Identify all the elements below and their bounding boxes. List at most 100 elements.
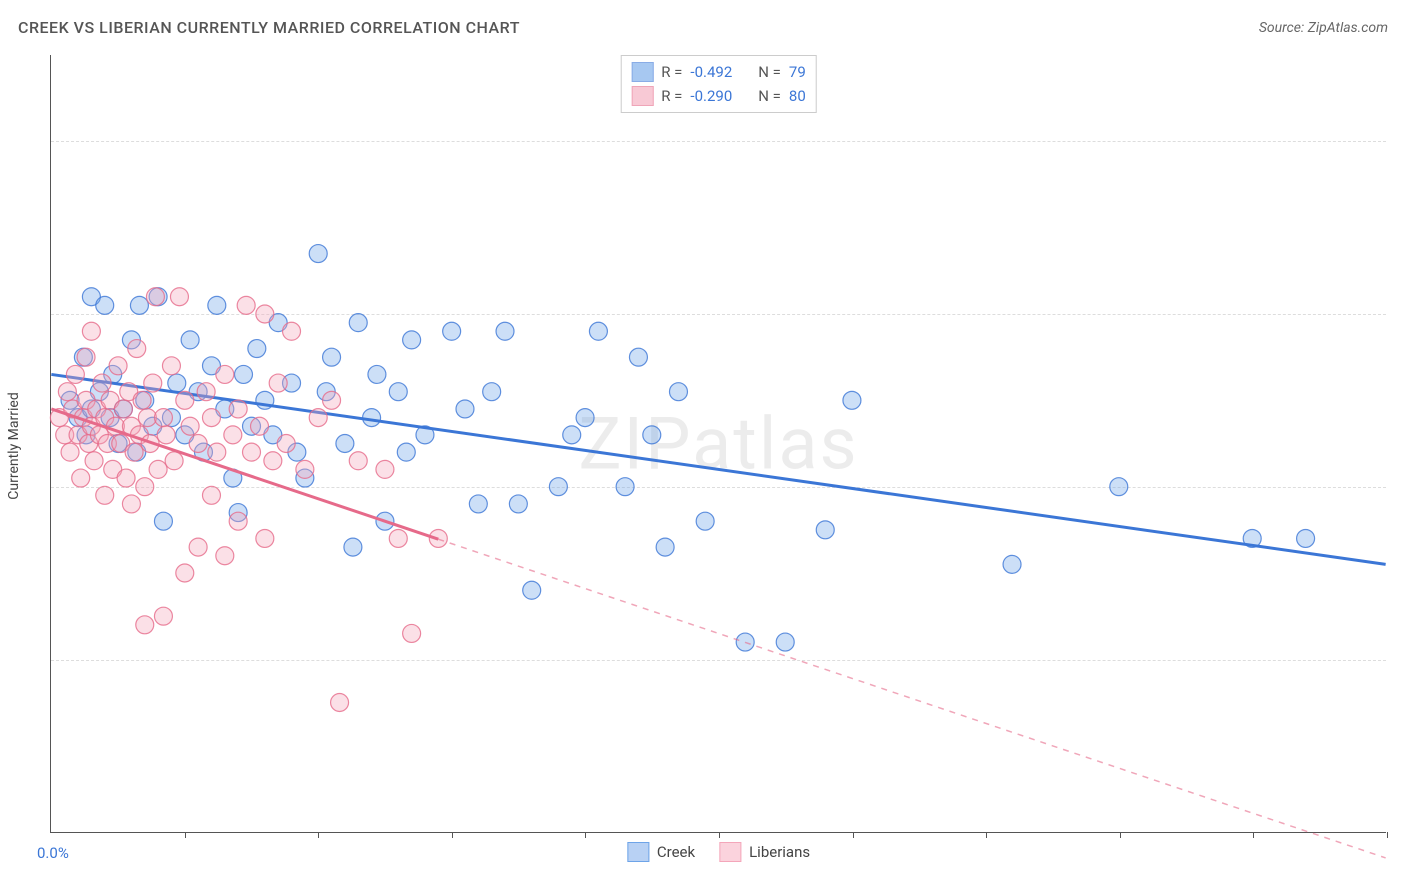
y-axis-tick-label: 60.0% bbox=[1390, 305, 1406, 323]
scatter-point bbox=[816, 521, 834, 539]
scatter-point bbox=[165, 452, 183, 470]
trend-line bbox=[51, 374, 1385, 564]
x-axis-tick bbox=[1253, 832, 1254, 838]
scatter-point bbox=[58, 383, 76, 401]
scatter-point bbox=[136, 616, 154, 634]
trend-line-extrapolation bbox=[438, 539, 1385, 858]
scatter-point bbox=[563, 426, 581, 444]
scatter-point bbox=[456, 400, 474, 418]
scatter-point bbox=[216, 365, 234, 383]
scatter-point bbox=[96, 296, 114, 314]
scatter-point bbox=[157, 426, 175, 444]
scatter-point bbox=[136, 478, 154, 496]
scatter-point bbox=[154, 409, 172, 427]
scatter-point bbox=[331, 694, 349, 712]
series-swatch bbox=[631, 86, 653, 106]
scatter-point bbox=[138, 409, 156, 427]
scatter-point bbox=[202, 409, 220, 427]
legend-label: Creek bbox=[657, 843, 695, 861]
scatter-point bbox=[146, 288, 164, 306]
y-axis-tick-label: 20.0% bbox=[1390, 651, 1406, 669]
scatter-point bbox=[149, 460, 167, 478]
stat-r-value: -0.492 bbox=[690, 63, 732, 81]
scatter-point bbox=[629, 348, 647, 366]
scatter-point bbox=[389, 383, 407, 401]
scatter-point bbox=[256, 529, 274, 547]
scatter-point bbox=[277, 435, 295, 453]
bottom-legend: Creek Liberians bbox=[627, 842, 810, 862]
scatter-point bbox=[176, 391, 194, 409]
scatter-point bbox=[309, 245, 327, 263]
scatter-point bbox=[229, 512, 247, 530]
scatter-chart bbox=[51, 55, 1386, 832]
scatter-point bbox=[264, 452, 282, 470]
scatter-point bbox=[125, 443, 143, 461]
chart-title: CREEK VS LIBERIAN CURRENTLY MARRIED CORR… bbox=[18, 18, 520, 37]
scatter-point bbox=[368, 365, 386, 383]
scatter-point bbox=[208, 443, 226, 461]
scatter-point bbox=[251, 417, 269, 435]
scatter-point bbox=[389, 529, 407, 547]
scatter-point bbox=[176, 564, 194, 582]
scatter-point bbox=[96, 486, 114, 504]
scatter-point bbox=[509, 495, 527, 513]
stat-r-label: R = bbox=[661, 87, 682, 105]
scatter-point bbox=[363, 409, 381, 427]
scatter-point bbox=[93, 374, 111, 392]
scatter-point bbox=[589, 322, 607, 340]
scatter-point bbox=[66, 365, 84, 383]
scatter-point bbox=[168, 374, 186, 392]
scatter-point bbox=[130, 296, 148, 314]
stats-row: R =-0.290N =80 bbox=[631, 84, 806, 108]
scatter-point bbox=[256, 305, 274, 323]
scatter-point bbox=[443, 322, 461, 340]
scatter-point bbox=[344, 538, 362, 556]
scatter-point bbox=[269, 374, 287, 392]
x-axis-tick-first: 0.0% bbox=[37, 844, 69, 862]
y-axis-tick-label: 80.0% bbox=[1390, 132, 1406, 150]
scatter-point bbox=[776, 633, 794, 651]
scatter-point bbox=[323, 348, 341, 366]
scatter-point bbox=[189, 435, 207, 453]
scatter-point bbox=[397, 443, 415, 461]
scatter-point bbox=[229, 400, 247, 418]
scatter-point bbox=[154, 607, 172, 625]
scatter-point bbox=[376, 460, 394, 478]
scatter-point bbox=[170, 288, 188, 306]
scatter-point bbox=[483, 383, 501, 401]
scatter-point bbox=[349, 314, 367, 332]
legend-label: Liberians bbox=[749, 843, 810, 861]
scatter-point bbox=[128, 340, 146, 358]
stat-n-label: N = bbox=[758, 63, 781, 81]
scatter-point bbox=[843, 391, 861, 409]
scatter-point bbox=[72, 469, 90, 487]
scatter-point bbox=[237, 296, 255, 314]
plot-area: ZIPatlas R =-0.492N =79R =-0.290N =80 0.… bbox=[50, 55, 1386, 833]
scatter-point bbox=[114, 400, 132, 418]
scatter-point bbox=[323, 391, 341, 409]
scatter-point bbox=[349, 452, 367, 470]
legend-swatch bbox=[719, 842, 741, 862]
x-axis-tick bbox=[585, 832, 586, 838]
scatter-point bbox=[1297, 529, 1315, 547]
scatter-point bbox=[189, 538, 207, 556]
scatter-point bbox=[216, 547, 234, 565]
x-axis-tick bbox=[1387, 832, 1388, 838]
scatter-point bbox=[181, 417, 199, 435]
scatter-point bbox=[403, 624, 421, 642]
stats-legend-box: R =-0.492N =79R =-0.290N =80 bbox=[620, 55, 817, 113]
scatter-point bbox=[243, 443, 261, 461]
scatter-point bbox=[336, 435, 354, 453]
stats-row: R =-0.492N =79 bbox=[631, 60, 806, 84]
x-axis-tick bbox=[452, 832, 453, 838]
scatter-point bbox=[669, 383, 687, 401]
legend-swatch bbox=[627, 842, 649, 862]
x-axis-tick bbox=[719, 832, 720, 838]
scatter-point bbox=[549, 478, 567, 496]
scatter-point bbox=[77, 348, 95, 366]
scatter-point bbox=[523, 581, 541, 599]
x-axis-tick bbox=[185, 832, 186, 838]
scatter-point bbox=[122, 495, 140, 513]
source-attribution: Source: ZipAtlas.com bbox=[1259, 20, 1388, 36]
scatter-point bbox=[283, 322, 301, 340]
